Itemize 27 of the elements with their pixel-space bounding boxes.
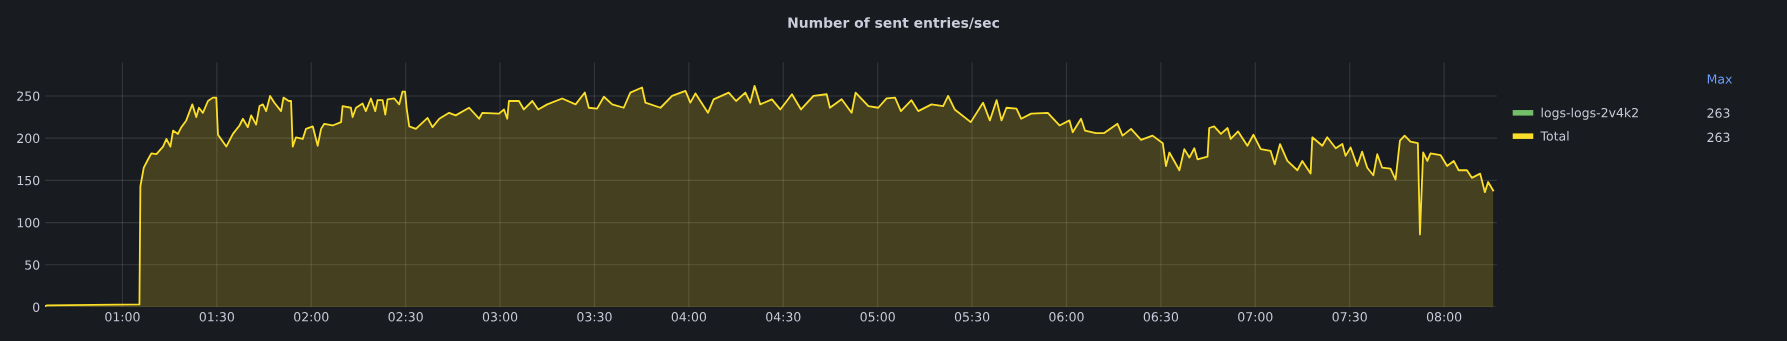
x-tick-label: 01:30 <box>199 312 235 322</box>
text: 263 <box>1707 132 1730 143</box>
x-tick-label: 06:30 <box>1143 312 1179 322</box>
text: 263 <box>1707 108 1730 118</box>
x-tick-label: 07:00 <box>1238 312 1273 322</box>
text: Max <box>1707 74 1733 84</box>
x-tick-label: 03:00 <box>482 312 518 322</box>
x-tick-label: 02:30 <box>388 312 423 322</box>
y-tick-label: 0 <box>33 302 40 312</box>
chart-title: Number of sent entries/sec <box>788 17 999 29</box>
y-tick-label: 200 <box>17 133 40 144</box>
x-tick-label: 05:00 <box>860 312 895 322</box>
x-tick-label: 03:30 <box>577 312 612 322</box>
x-tick-label: 05:30 <box>954 312 990 322</box>
x-tick-label: 04:00 <box>671 312 707 322</box>
x-tick-label: 01:00 <box>105 312 140 322</box>
x-tick-label: 04:30 <box>766 312 801 322</box>
x-tick-label: 06:00 <box>1049 312 1084 322</box>
x-tick-label: 08:00 <box>1426 312 1462 322</box>
x-tick-label: 07:30 <box>1332 312 1367 322</box>
y-tick-label: 250 <box>17 91 40 101</box>
legend-label: Total <box>1540 131 1569 141</box>
y-tick-label: 150 <box>17 175 40 186</box>
x-tick-label: 02:00 <box>294 312 329 322</box>
y-tick-label: 50 <box>25 260 40 270</box>
legend-label: logs-logs-2v4k2 <box>1541 107 1638 120</box>
y-tick-label: 100 <box>17 218 40 228</box>
